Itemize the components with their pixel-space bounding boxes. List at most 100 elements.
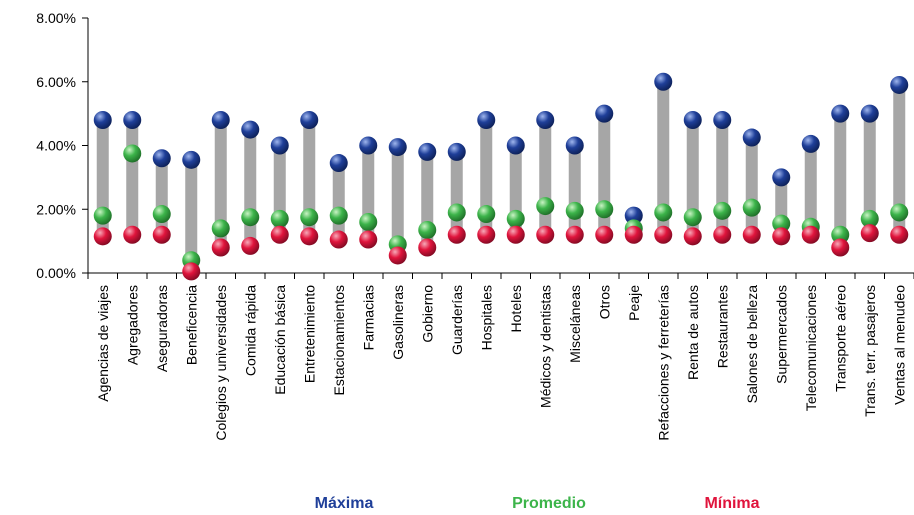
point-promedio: [860, 209, 879, 228]
point-promedio: [359, 213, 378, 231]
point-promedio: [447, 203, 466, 222]
x-tick-labels: Agencias de viajes Agregadores Aseguradora…: [95, 285, 908, 441]
x-tick-label: Entretenimiento: [301, 285, 317, 383]
point-minima: [447, 225, 466, 244]
point-promedio: [742, 198, 761, 217]
point-promedio: [477, 205, 496, 224]
point-promedio: [270, 209, 289, 228]
x-tick-label: Restaurantes: [714, 285, 730, 368]
x-tick-label: Educación básica: [272, 285, 288, 395]
point-promedio: [211, 219, 230, 238]
point-minima: [890, 225, 909, 244]
data-points: [93, 72, 909, 281]
point-maxima: [388, 138, 407, 157]
x-tick-label: Renta de autos: [685, 285, 701, 380]
point-maxima: [300, 111, 319, 129]
point-minima: [831, 238, 850, 257]
range-bar: [126, 120, 139, 235]
y-tick-label: 8.00%: [36, 10, 76, 26]
point-promedio: [831, 225, 850, 244]
point-minima: [624, 225, 643, 244]
range-bar: [244, 129, 257, 246]
point-minima: [506, 225, 525, 244]
point-promedio: [300, 208, 319, 227]
point-minima: [152, 225, 171, 244]
y-tick-label: 6.00%: [36, 74, 76, 90]
point-maxima: [565, 136, 584, 155]
y-tick-label: 4.00%: [36, 138, 76, 154]
axes: [82, 17, 914, 279]
point-maxima: [742, 128, 761, 147]
range-bar: [450, 151, 463, 235]
point-maxima: [890, 75, 909, 94]
x-tick-label: Salones de belleza: [744, 285, 760, 404]
point-minima: [182, 262, 201, 281]
point-minima: [683, 227, 702, 246]
range-bar: [686, 120, 699, 237]
point-minima: [595, 225, 614, 244]
point-maxima: [683, 111, 702, 129]
x-tick-label: Ventas al menudeo: [891, 285, 907, 405]
point-minima: [211, 238, 230, 257]
x-tick-label: Misceláneas: [567, 285, 583, 363]
range-bar: [214, 120, 227, 248]
legend-label: Máxima: [315, 495, 374, 512]
range-bar: [893, 84, 906, 235]
point-maxima: [123, 111, 142, 129]
range-bar: [332, 163, 345, 240]
x-tick-label: Trans. terr. pasajeros: [862, 285, 878, 417]
range-bar: [185, 159, 198, 272]
legend-label: Mínima: [704, 495, 759, 512]
x-tick-label: Supermercados: [773, 285, 789, 384]
point-maxima: [211, 111, 230, 129]
point-promedio: [241, 208, 260, 227]
point-minima: [801, 225, 820, 244]
point-promedio: [713, 201, 732, 220]
point-promedio: [890, 203, 909, 222]
point-maxima: [595, 104, 614, 123]
range-bar: [303, 120, 316, 237]
point-maxima: [801, 134, 820, 153]
point-minima: [713, 225, 732, 244]
range-bar: [568, 145, 581, 235]
x-tick-label: Peaje: [626, 285, 642, 321]
x-tick-label: Médicos y dentistas: [537, 285, 553, 408]
y-tick-labels: 0.00% 2.00% 4.00% 6.00% 8.00%: [36, 10, 76, 281]
point-maxima: [772, 168, 791, 187]
x-tick-label: Gasolineras: [390, 285, 406, 360]
point-promedio: [123, 144, 142, 163]
point-minima: [565, 225, 584, 244]
point-maxima: [506, 136, 525, 155]
range-bar: [863, 113, 876, 234]
point-promedio: [654, 203, 673, 222]
point-minima: [860, 224, 879, 243]
point-promedio: [152, 205, 171, 224]
point-maxima: [93, 111, 112, 129]
y-tick-label: 2.00%: [36, 201, 76, 217]
x-tick-label: Farmacias: [360, 285, 376, 350]
point-minima: [300, 227, 319, 246]
point-maxima: [477, 111, 496, 129]
point-minima: [388, 246, 407, 265]
point-minima: [359, 230, 378, 249]
point-minima: [93, 227, 112, 246]
y-tick-label: 0.00%: [36, 265, 76, 281]
point-promedio: [418, 220, 437, 239]
point-minima: [772, 227, 791, 246]
x-tick-label: Comida rápida: [242, 285, 258, 376]
point-maxima: [654, 72, 673, 91]
point-promedio: [595, 200, 614, 219]
point-promedio: [506, 209, 525, 228]
point-maxima: [831, 104, 850, 123]
point-maxima: [329, 154, 348, 173]
point-maxima: [447, 142, 466, 161]
point-minima: [329, 230, 348, 249]
point-promedio: [772, 214, 791, 233]
point-minima: [742, 225, 761, 244]
x-tick-label: Telecomunicaciones: [803, 285, 819, 411]
point-minima: [654, 225, 673, 244]
legend-label: Promedio: [512, 495, 586, 512]
point-maxima: [536, 111, 555, 129]
point-minima: [418, 238, 437, 257]
point-maxima: [418, 142, 437, 161]
